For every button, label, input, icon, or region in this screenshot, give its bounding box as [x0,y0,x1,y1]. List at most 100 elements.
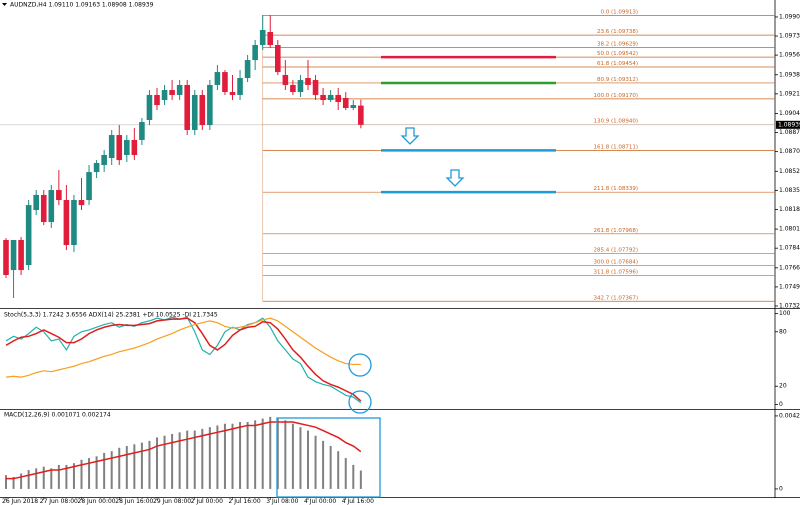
candle-body [282,74,289,85]
macd-bar [231,423,234,489]
y-tick-label: 1.09385 [779,71,800,78]
candle-body [169,90,175,95]
fib-label: 261.8 (1.07968) [593,228,638,234]
fib-label: 38.2 (1.09629) [597,41,638,47]
candle-body [154,94,160,106]
macd-bar [72,463,75,489]
macd-bar [216,425,219,489]
menu-arrow[interactable] [2,3,7,6]
macd-bar [133,444,136,489]
candle-body [93,162,100,173]
macd-bar [57,464,60,489]
fib-label: 285.4 (1.07792) [593,248,638,254]
fib-label: 50.0 (1.09542) [597,51,638,57]
fib-label: 100.0 (1.09170) [593,93,638,99]
macd-bar [50,468,53,489]
y-tick-label: 0.004255 [779,412,800,419]
macd-bar [314,435,317,489]
fib-label: 61.8 (1.09454) [597,61,638,67]
candle-body [40,194,47,223]
x-tick-label: 4 Jul 16:00 [342,498,374,505]
x-tick-label: 28 Jun 00:00 [78,498,116,505]
y-tick-label: 1.08700 [779,148,800,155]
macd-bar [208,427,211,489]
fib-label: 130.9 (1.08940) [593,119,638,125]
down-arrow [400,127,420,145]
y-tick-label: 1.09900 [779,13,800,20]
current-price: 1.08939 [778,121,800,128]
y-tick-label: 1.08185 [779,206,800,213]
x-tick-label: 3 Jul 08:00 [266,498,298,505]
macd-bar [118,447,121,489]
candle-body [267,31,274,46]
x-tick-label: 27 Jun 08:00 [40,498,78,505]
macd-bar [103,452,106,489]
macd-bar [27,470,30,489]
macd-bar [269,416,272,489]
macd-bar [352,464,355,489]
fib-label: 342.7 (1.07367) [593,295,638,301]
candle-body [101,155,107,165]
fib-label: 161.8 (1.08711) [593,144,638,150]
highlight-circle [348,353,372,377]
candle-body [290,84,296,93]
fib-label: 211.8 (1.08339) [593,186,638,192]
y-tick-label: 80 [779,328,787,335]
y-tick-label: 100 [779,310,791,317]
y-tick-label: 20 [779,383,787,390]
macd-bar [178,432,181,489]
macd-bar [65,464,68,489]
highlight-circle [348,390,372,414]
candle-body [108,135,115,159]
candle-body [305,78,311,85]
candle-body [56,190,62,201]
y-tick-label: 1.08870 [779,129,800,136]
candle-body [161,90,168,101]
macd-bar [20,473,23,489]
macd-bar [148,440,151,489]
macd-bar [299,427,302,489]
candle-body [207,84,213,126]
candle-body [18,239,24,271]
y-tick-label: 0 [779,485,783,492]
candle-body [63,200,70,246]
macd-bar [5,475,7,489]
candle-body [350,105,357,108]
candle-body [327,94,334,101]
macd-bar [110,451,113,489]
candle-body [33,194,39,211]
macd-bar [322,440,325,489]
macd-bar [193,430,196,489]
macd-bar [88,458,91,489]
macd-bar [186,430,189,489]
x-tick-label: 2 Jul 00:00 [191,498,223,505]
candle-body [131,139,138,156]
macd-bar [80,459,83,489]
candle-body [86,172,92,201]
x-tick-label: 2 Jul 16:00 [229,498,261,505]
macd-bar [42,466,45,489]
stoch-title: Stoch(5,3,3) 1.7242 3.6556 ADX(14) 25.23… [4,312,218,319]
macd-bar [163,435,166,489]
y-tick-label: 1.07840 [779,245,800,252]
candle-body [312,80,319,95]
candle-body [176,84,183,95]
fib-label: 300.0 (1.07684) [593,260,638,266]
candle-body [214,72,221,85]
macd-bar [276,418,279,489]
price-badge [776,120,800,129]
macd-bar [201,428,204,489]
macd-bar [35,468,38,489]
x-tick-label: 29 Jun 08:00 [153,498,191,505]
candle-body [342,97,349,108]
y-tick-label: 1.08355 [779,187,800,194]
macd-bar [223,423,226,489]
macd-bar [359,470,362,489]
macd-bar [156,437,158,489]
candle-body [229,92,236,95]
candle-body [252,45,258,61]
macd-bar [125,446,128,489]
macd-bar [246,422,249,489]
